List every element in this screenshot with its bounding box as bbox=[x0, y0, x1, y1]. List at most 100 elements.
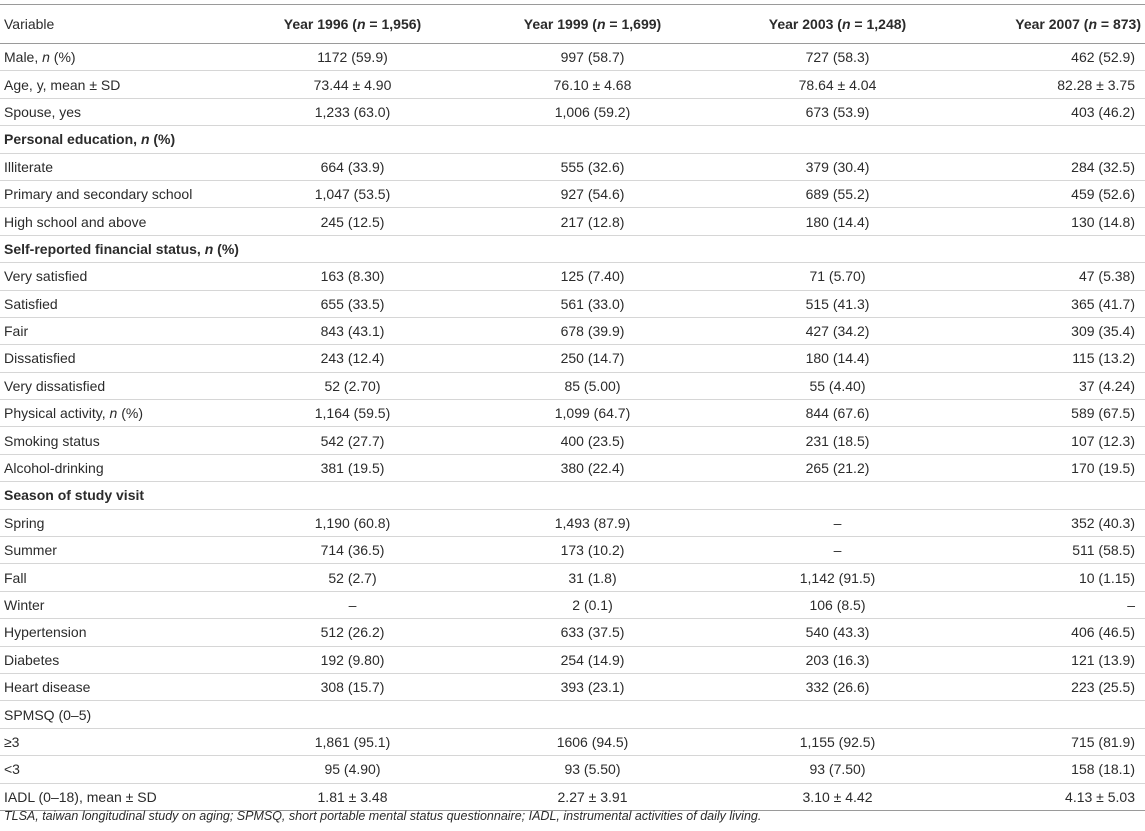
value-cell: 1,861 (95.1) bbox=[242, 728, 463, 757]
value-cell: 173 (10.2) bbox=[463, 536, 722, 565]
value-cell: 121 (13.9) bbox=[953, 646, 1145, 674]
header-year-prefix: Year 2007 ( bbox=[1015, 16, 1089, 32]
table-row: Summer 714 (36.5) 173 (10.2) –511 (58.5) bbox=[0, 536, 1145, 565]
variable-cell: Fall bbox=[0, 563, 242, 592]
variable-cell: Diabetes bbox=[0, 646, 242, 674]
value-cell: 71 (5.70) bbox=[722, 262, 953, 291]
value-cell: 55 (4.40) bbox=[722, 372, 953, 401]
value-cell bbox=[953, 481, 1145, 510]
variable-cell: High school and above bbox=[0, 207, 242, 236]
value-cell: – bbox=[722, 509, 953, 538]
variable-cell: Physical activity, n (%) bbox=[0, 399, 242, 428]
variable-label: Season of study visit bbox=[4, 487, 145, 504]
variable-cell: Satisfied bbox=[0, 290, 242, 318]
variable-label: Physical activity, bbox=[4, 405, 110, 422]
value-cell: 180 (14.4) bbox=[722, 344, 953, 373]
table-row: Spouse, yes 1,233 (63.0) 1,006 (59.2) 673 (… bbox=[0, 98, 1145, 127]
section-header-row: Personal education, n (%) bbox=[0, 125, 1145, 154]
value-cell: 1,493 (87.9) bbox=[463, 509, 722, 538]
value-cell: 106 (8.5) bbox=[722, 591, 953, 620]
variable-label: Diabetes bbox=[4, 651, 60, 668]
value-cell: 1,047 (53.5) bbox=[242, 180, 463, 209]
table-row: Satisfied 655 (33.5) 561 (33.0) 515 (41.3) 3… bbox=[0, 290, 1145, 318]
header-year-count: = 1,956) bbox=[365, 16, 422, 32]
table-row: ≥3 1,861 (95.1) 1606 (94.5) 1,155 (92.5) 715… bbox=[0, 728, 1145, 757]
value-cell bbox=[242, 235, 463, 264]
table-row: SPMSQ (0–5) bbox=[0, 700, 1145, 729]
variable-label: Fair bbox=[4, 323, 29, 340]
variable-cell: IADL (0–18), mean ± SD bbox=[0, 783, 242, 811]
value-cell: 561 (33.0) bbox=[463, 290, 722, 318]
header-year-2003: Year 2003 (n = 1,248) bbox=[722, 4, 953, 44]
value-cell: 203 (16.3) bbox=[722, 646, 953, 674]
value-cell: 540 (43.3) bbox=[722, 618, 953, 647]
value-cell: 511 (58.5) bbox=[953, 536, 1145, 565]
table-row: Physical activity, n (%) 1,164 (59.5) 1,09… bbox=[0, 399, 1145, 428]
table-row: Diabetes 192 (9.80) 254 (14.9) 203 (16.3) 12… bbox=[0, 646, 1145, 674]
value-cell: 2.27 ± 3.91 bbox=[463, 783, 722, 811]
variable-label: Summer bbox=[4, 542, 57, 559]
value-cell: 380 (22.4) bbox=[463, 454, 722, 483]
variable-label: Alcohol-drinking bbox=[4, 460, 104, 477]
characteristics-table: Variable Year 1996 (n = 1,956) Year 1999… bbox=[0, 4, 1145, 811]
table-row: Alcohol-drinking 381 (19.5) 380 (22.4) 265 … bbox=[0, 454, 1145, 483]
variable-label-unit: (%) bbox=[213, 240, 239, 257]
variable-cell: Personal education, n (%) bbox=[0, 125, 242, 154]
value-cell: 555 (32.6) bbox=[463, 153, 722, 181]
variable-label: ≥3 bbox=[4, 733, 20, 750]
value-cell bbox=[953, 125, 1145, 154]
variable-label: Spouse, yes bbox=[4, 103, 82, 120]
table-row: Winter –2 (0.1) 106 (8.5) – bbox=[0, 591, 1145, 620]
value-cell: 393 (23.1) bbox=[463, 673, 722, 702]
value-cell: 73.44 ± 4.90 bbox=[242, 70, 463, 99]
variable-label-n: n bbox=[109, 405, 118, 422]
variable-label: SPMSQ (0–5) bbox=[4, 706, 92, 723]
variable-label: Winter bbox=[4, 597, 45, 613]
value-cell: 10 (1.15) bbox=[953, 563, 1145, 592]
variable-cell: Primary and secondary school bbox=[0, 180, 242, 209]
table-body: Male, n (%) 1172 (59.9) 997 (58.7) 727 (58.… bbox=[0, 43, 1145, 811]
variable-label: Personal education, bbox=[4, 131, 141, 148]
value-cell bbox=[242, 700, 463, 729]
value-cell: 284 (32.5) bbox=[953, 153, 1145, 181]
value-cell: 689 (55.2) bbox=[722, 180, 953, 209]
value-cell: 37 (4.24) bbox=[953, 372, 1145, 401]
value-cell: 678 (39.9) bbox=[463, 317, 722, 346]
value-cell: 542 (27.7) bbox=[242, 426, 463, 455]
header-year-count: = 873) bbox=[1097, 16, 1141, 32]
value-cell: 163 (8.30) bbox=[242, 262, 463, 291]
value-cell: 727 (58.3) bbox=[722, 43, 953, 72]
value-cell: 714 (36.5) bbox=[242, 536, 463, 565]
table-footnote: TLSA, taiwan longitudinal study on aging… bbox=[4, 809, 762, 823]
variable-label: Heart disease bbox=[4, 679, 91, 696]
value-cell: 406 (46.5) bbox=[953, 618, 1145, 647]
variable-label: Age, y, mean ± SD bbox=[4, 76, 121, 93]
value-cell: 231 (18.5) bbox=[722, 426, 953, 455]
value-cell: 254 (14.9) bbox=[463, 646, 722, 674]
variable-label-n: n bbox=[140, 131, 150, 148]
value-cell: 1,155 (92.5) bbox=[722, 728, 953, 757]
variable-cell: Fair bbox=[0, 317, 242, 346]
table-row: Fall 52 (2.7) 31 (1.8) 1,142 (91.5) 10 (1.15… bbox=[0, 563, 1145, 592]
variable-label-n: n bbox=[42, 49, 50, 66]
value-cell: 1606 (94.5) bbox=[463, 728, 722, 757]
value-cell: – bbox=[242, 591, 463, 620]
variable-cell: Dissatisfied bbox=[0, 344, 242, 373]
variable-label: <3 bbox=[4, 761, 20, 778]
value-cell bbox=[953, 235, 1145, 264]
value-cell: 158 (18.1) bbox=[953, 755, 1145, 784]
value-cell: 78.64 ± 4.04 bbox=[722, 70, 953, 99]
value-cell: 217 (12.8) bbox=[463, 207, 722, 236]
value-cell bbox=[463, 235, 722, 264]
variable-label-n: n bbox=[204, 240, 214, 257]
value-cell: 265 (21.2) bbox=[722, 454, 953, 483]
value-cell: 82.28 ± 3.75 bbox=[953, 70, 1145, 99]
variable-label-unit: (%) bbox=[149, 131, 176, 148]
value-cell: 180 (14.4) bbox=[722, 207, 953, 236]
table-row: Illiterate 664 (33.9) 555 (32.6) 379 (30.4)… bbox=[0, 153, 1145, 181]
value-cell: 52 (2.7) bbox=[242, 563, 463, 592]
value-cell: 844 (67.6) bbox=[722, 399, 953, 428]
value-cell: 107 (12.3) bbox=[953, 426, 1145, 455]
value-cell: 400 (23.5) bbox=[463, 426, 722, 455]
table-header: Variable Year 1996 (n = 1,956) Year 1999… bbox=[0, 4, 1145, 44]
